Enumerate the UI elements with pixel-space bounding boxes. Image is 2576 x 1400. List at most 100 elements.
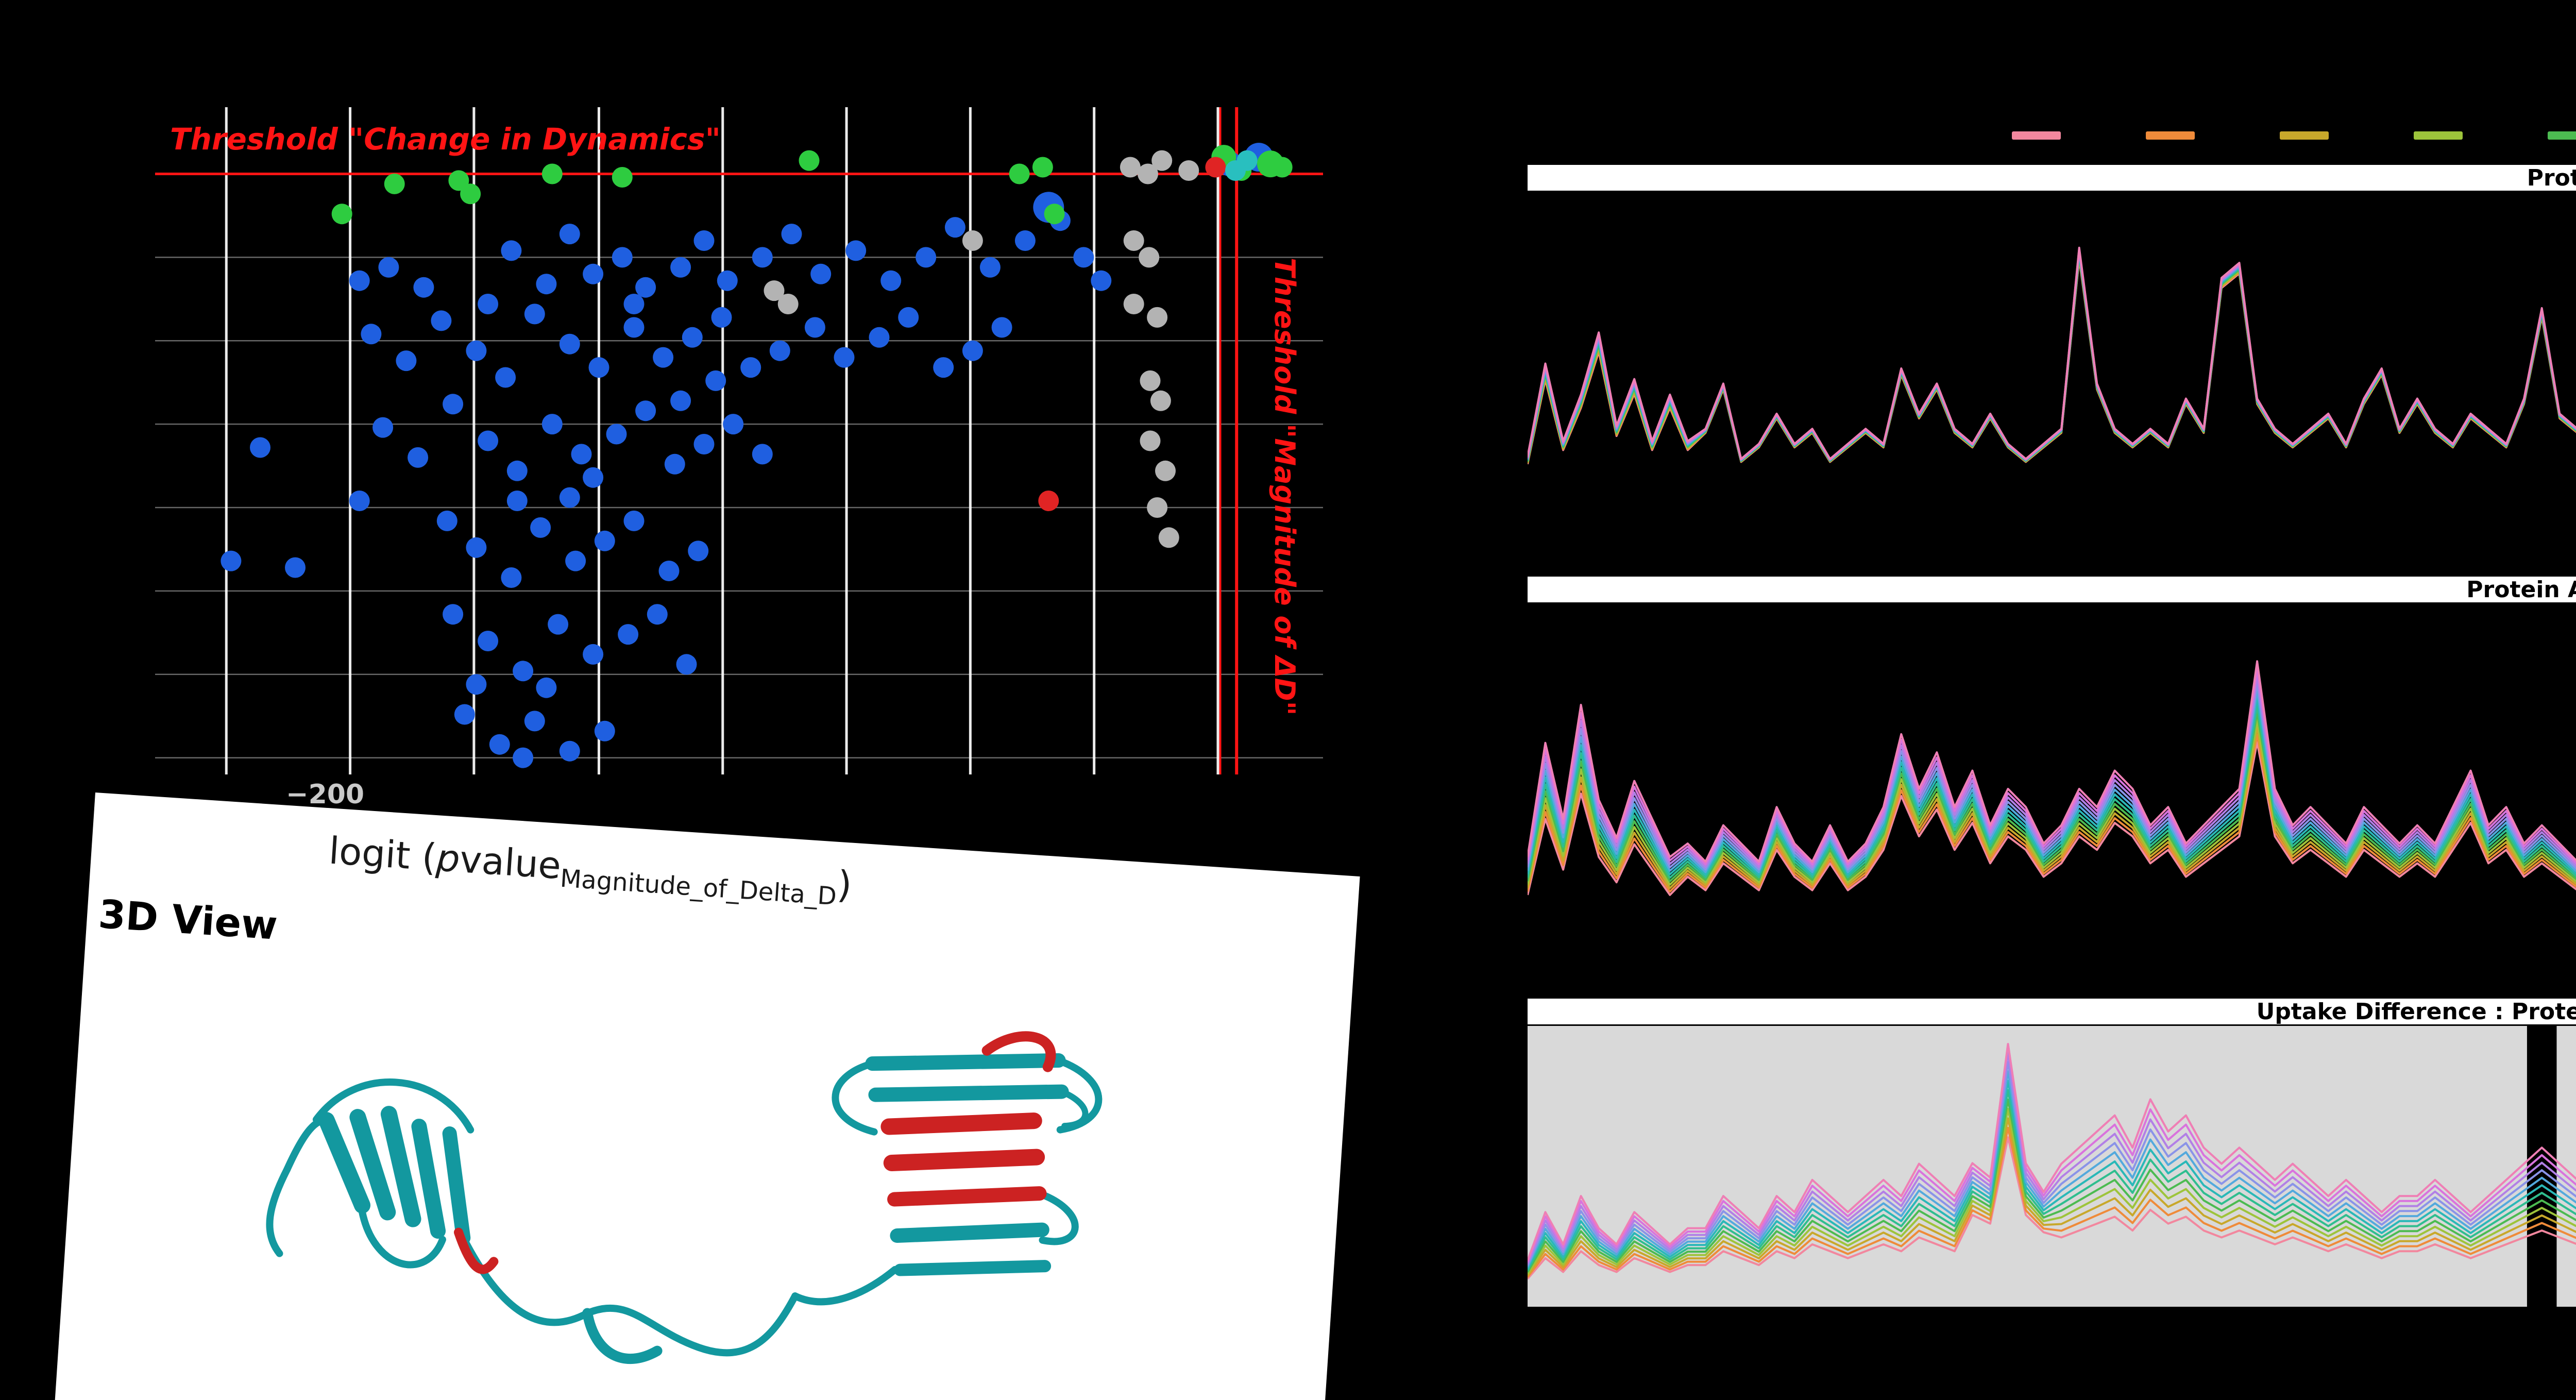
volcano-plot[interactable] [155,107,1323,774]
volcano-point[interactable] [962,230,983,251]
volcano-point[interactable] [916,247,937,268]
uptake-trace[interactable] [1528,1060,2576,1266]
volcano-point[interactable] [676,654,697,675]
volcano-point[interactable] [559,487,580,508]
volcano-point[interactable] [443,604,464,625]
volcano-point[interactable] [530,517,551,538]
volcano-point[interactable] [349,491,370,511]
volcano-point[interactable] [495,367,516,388]
volcano-point[interactable] [1272,157,1293,178]
volcano-point[interactable] [541,163,563,184]
volcano-point[interactable] [478,631,499,651]
volcano-point[interactable] [571,444,592,465]
volcano-point[interactable] [880,270,902,291]
volcano-point[interactable] [1138,163,1158,184]
volcano-point[interactable] [933,357,954,378]
volcano-point[interactable] [588,357,609,378]
volcano-point[interactable] [623,317,645,338]
volcano-point[interactable] [647,604,668,625]
volcano-point[interactable] [693,230,715,251]
uptake-trace[interactable] [1528,252,2576,462]
volcano-point[interactable] [501,240,522,261]
volcano-point[interactable] [559,224,580,245]
volcano-point[interactable] [670,390,691,411]
volcano-point[interactable] [1073,247,1094,268]
volcano-point[interactable] [466,537,487,558]
volcano-point[interactable] [221,550,242,571]
volcano-point[interactable] [506,460,528,481]
volcano-point[interactable] [594,720,615,741]
volcano-point[interactable] [548,614,569,635]
volcano-point[interactable] [536,677,557,698]
volcano-point[interactable] [845,240,867,261]
volcano-point[interactable] [513,661,534,682]
volcano-point[interactable] [810,263,832,284]
volcano-point[interactable] [489,734,510,755]
volcano-point[interactable] [979,257,1001,278]
volcano-point[interactable] [670,257,691,278]
uptake-trace[interactable] [1528,258,2576,493]
volcano-point[interactable] [688,541,709,562]
volcano-point[interactable] [448,170,469,191]
volcano-point[interactable] [361,324,382,345]
volcano-point[interactable] [466,674,487,695]
volcano-point[interactable] [769,340,790,361]
uptake-trace[interactable] [1528,1089,2576,1271]
volcano-point[interactable] [349,270,370,291]
volcano-point[interactable] [1151,150,1173,171]
volcano-point[interactable] [1147,497,1168,518]
uptake-trace[interactable] [1528,629,2576,868]
volcano-point[interactable] [1178,160,1199,181]
volcano-point[interactable] [612,247,633,268]
volcano-point[interactable] [250,437,270,458]
volcano-point[interactable] [740,357,761,378]
volcano-point[interactable] [436,510,457,531]
uptake-trace[interactable] [1528,249,2576,461]
uptake-trace[interactable] [1528,661,2576,876]
volcano-point[interactable] [693,434,715,454]
volcano-point[interactable] [623,294,645,314]
volcano-point[interactable] [1044,204,1065,225]
volcano-point[interactable] [413,277,434,298]
volcano-point[interactable] [285,557,306,578]
uptake-trace[interactable] [1528,678,2576,879]
volcano-point[interactable] [834,347,855,368]
volcano-point[interactable] [454,704,475,725]
legend-swatch[interactable] [2548,131,2576,140]
uptake-trace[interactable] [1528,644,2576,873]
volcano-point[interactable] [396,350,417,372]
volcano-point[interactable] [559,333,580,355]
uptake-trace[interactable] [1528,238,2576,461]
volcano-point[interactable] [506,491,528,511]
volcano-point[interactable] [664,453,685,475]
volcano-point[interactable] [384,173,405,194]
volcano-point[interactable] [501,567,522,588]
volcano-point[interactable] [804,317,825,338]
volcano-point[interactable] [752,444,773,465]
uptake-chart-protein-a-ligand[interactable] [1528,604,2576,990]
volcano-point[interactable] [1038,491,1059,511]
uptake-trace[interactable] [1528,248,2576,461]
volcano-point[interactable] [331,204,352,225]
volcano-point[interactable] [565,550,586,571]
legend-swatch[interactable] [2012,131,2061,140]
volcano-point[interactable] [1150,390,1171,411]
uptake-trace[interactable] [1528,1079,2576,1270]
protein-3d-structure[interactable] [210,957,1216,1400]
uptake-trace[interactable] [1528,741,2576,896]
volcano-point[interactable] [1009,163,1030,184]
volcano-point[interactable] [991,317,1012,338]
uptake-trace[interactable] [1528,726,2576,889]
volcano-point[interactable] [1155,460,1176,481]
volcano-point[interactable] [1014,230,1036,251]
volcano-point[interactable] [635,400,656,421]
legend-swatch[interactable] [2280,131,2329,140]
volcano-point[interactable] [1205,157,1226,178]
uptake-trace[interactable] [1528,251,2576,462]
volcano-point[interactable] [583,644,604,665]
volcano-point[interactable] [962,340,983,361]
volcano-point[interactable] [1032,157,1053,178]
uptake-trace[interactable] [1528,1126,2576,1278]
volcano-point[interactable] [623,510,645,531]
legend-swatch[interactable] [2146,131,2195,140]
